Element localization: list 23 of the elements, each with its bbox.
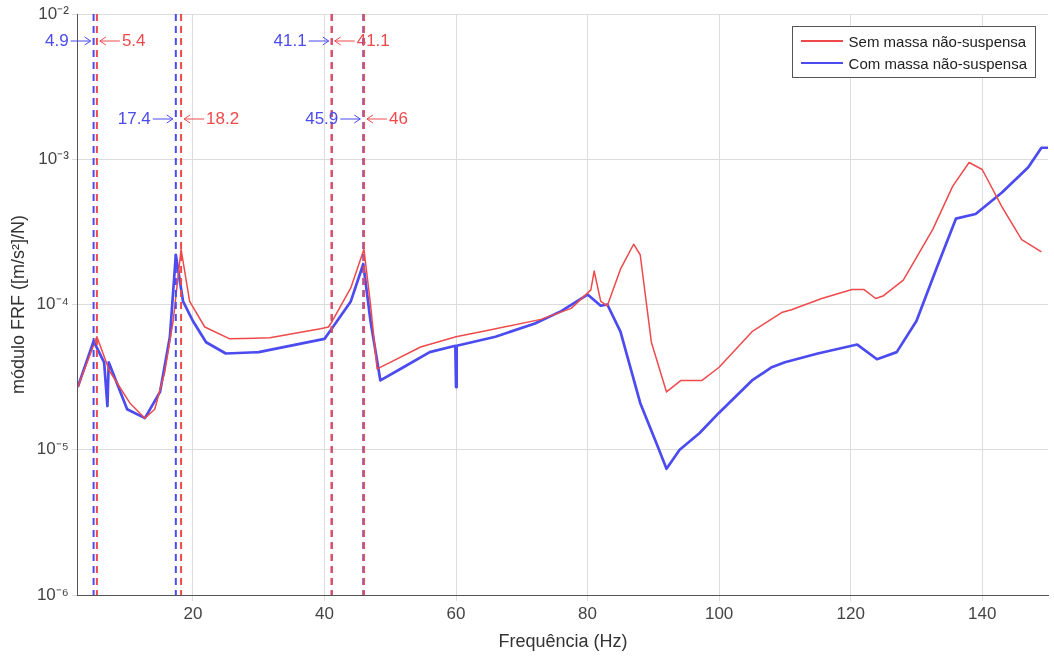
x-tick-label: 40 [315,603,334,623]
legend-label: Com massa não-suspensa [848,54,1027,72]
legend-label: Sem massa não-suspensa [848,32,1027,50]
x-tick-label: 80 [578,603,598,623]
y-tick-label: 10⁻³ [38,148,70,168]
y-tick-label: 10⁻⁵ [36,439,69,459]
y-axis-title: módulo FRF ([m/s²]/N) [7,214,28,395]
x-tick-label: 120 [836,603,865,623]
x-tick-label: 100 [704,603,734,623]
x-axis-title: Frequência (Hz) [498,631,628,652]
x-tick-label: 140 [968,603,997,623]
ref-line-label: 17.4 [117,108,151,128]
ref-line-label: 18.2 [206,108,240,128]
x-tick-label: 20 [183,603,203,623]
y-tick-label: 10⁻⁴ [36,294,69,314]
x-tick-label: 60 [446,603,466,623]
y-tick-label: 10⁻² [38,3,70,23]
ref-line-label: 45.9 [305,108,339,128]
ref-line-label: 4.9 [44,30,69,50]
ref-line-label: 5.4 [121,30,146,50]
ref-line-label: 46 [388,108,408,128]
ref-line-label: 41.1 [273,30,307,50]
y-tick-label: 10⁻⁶ [36,584,69,604]
